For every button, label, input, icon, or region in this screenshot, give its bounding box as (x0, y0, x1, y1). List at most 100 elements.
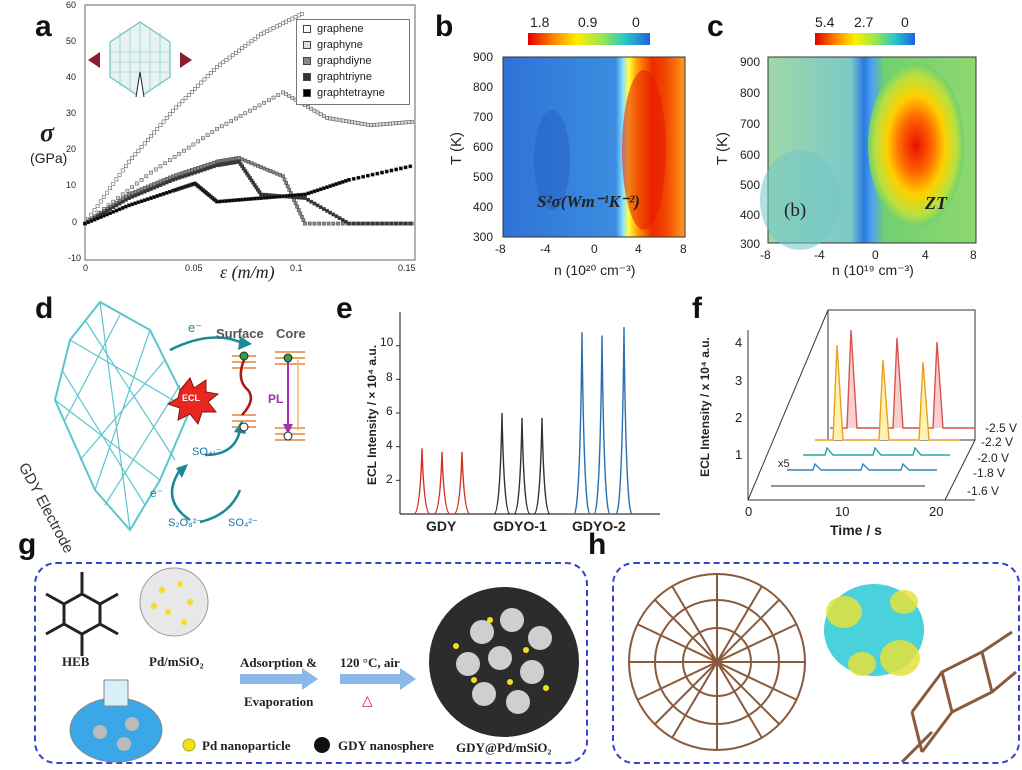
scatter-point-graphdiyne (278, 173, 282, 177)
scatter-point-graphene (290, 16, 295, 21)
scatter-point-graphtetrayne (268, 195, 273, 200)
panel-a-xtick: 0.1 (290, 263, 303, 273)
scatter-point-graphtriyne (325, 208, 329, 213)
scatter-point-graphtriyne (309, 199, 314, 204)
scatter-point-graphdiyne (246, 160, 251, 164)
reduction-cycle (170, 469, 242, 524)
scatter-point-graphtetrayne (334, 182, 339, 186)
panel-a-xtick: 0.05 (185, 263, 203, 273)
scatter-point-graphtetrayne (265, 195, 270, 200)
panel-a-stress-strain-chart: σ (GPa) ε (m/m) 60 50 40 30 20 10 0 -10 … (0, 0, 425, 290)
scatter-point-graphyne (158, 164, 163, 169)
scatter-point-graphyne (144, 174, 149, 179)
scatter-point-graphdiyne (293, 201, 298, 206)
scatter-point-graphene (208, 71, 213, 76)
panel-b-ytick: 600 (473, 140, 494, 154)
scatter-point-graphene (287, 18, 292, 22)
scatter-point-graphtriyne (149, 187, 153, 191)
scatter-point-graphyne (120, 192, 125, 197)
scatter-point-graphtetrayne (284, 194, 288, 198)
scatter-point-graphene (158, 123, 163, 128)
scatter-point-graphene (190, 90, 194, 94)
scatter-point-graphdiyne (168, 175, 172, 180)
panel-e-ytick: 8 (386, 370, 393, 384)
panel-label-f: f (692, 292, 702, 325)
scatter-point-graphyne (406, 120, 411, 124)
scatter-point-graphtriyne (331, 212, 336, 217)
scatter-point-graphtriyne (183, 173, 188, 178)
scatter-point-graphene (296, 13, 301, 18)
panel-a-x-label: ε (m/m) (220, 262, 275, 282)
scatter-point-graphene (227, 55, 232, 60)
scatter-point-graphtriyne (168, 179, 172, 184)
panel-c-xtick: 0 (872, 248, 879, 262)
scatter-point-graphdiyne (282, 177, 287, 182)
ecl-peak-GDYO-1 (493, 412, 511, 515)
scatter-point-graphdiyne (164, 176, 169, 181)
panel-h-molecular-models (612, 562, 1018, 764)
panel-f-xtick: 10 (835, 504, 850, 519)
scatter-point-graphtetrayne (218, 199, 222, 204)
scatter-point-graphene (155, 127, 160, 131)
scatter-point-graphtetrayne (98, 215, 103, 219)
scatter-point-graphdiyne (259, 165, 263, 169)
scatter-point-graphtriyne (130, 194, 134, 199)
scatter-point-graphtriyne (190, 171, 194, 176)
panel-f-voltage: -2.2 V (981, 435, 1014, 449)
panel-b-xtick: -8 (495, 242, 506, 256)
scatter-point-graphdiyne (262, 166, 266, 171)
scatter-point-graphtetrayne (86, 220, 90, 225)
panel-d-pl-label: PL (268, 392, 284, 406)
scatter-point-graphtetrayne (243, 197, 248, 202)
scatter-point-graphtetrayne (252, 196, 257, 201)
scatter-point-graphdiyne (161, 178, 166, 182)
scatter-point-graphtriyne (399, 221, 403, 226)
scatter-point-graphene (161, 119, 166, 124)
scatter-point-graphdiyne (186, 169, 191, 173)
scatter-point-graphyne (111, 199, 116, 204)
scatter-point-graphyne (281, 90, 285, 95)
panel-b-power-factor-map: 1.8 0.9 0 S²σ(Wm⁻¹K⁻²) T (K) n (10²⁰ cm⁻… (430, 0, 700, 290)
scatter-point-graphtetrayne (271, 195, 276, 199)
scatter-point-graphtetrayne (124, 204, 128, 209)
ecl-peak-GDYO-1 (513, 418, 531, 515)
scatter-point-graphene (230, 53, 235, 58)
panel-a-ytick: 0 (72, 217, 78, 227)
scatter-point-graphtetrayne (318, 187, 323, 192)
panel-d-s2o8: S₂O₈²⁻ (168, 517, 203, 529)
scatter-point-graphyne (312, 108, 317, 113)
scatter-point-graphtetrayne (83, 221, 87, 226)
scatter-point-graphyne (378, 122, 383, 127)
scatter-point-graphyne (325, 116, 329, 120)
ecl-peak-GDYO-2 (615, 327, 633, 515)
panel-e-ytick: 10 (380, 335, 394, 349)
panel-a-legend: graphene graphyne graphdiyne graphtriyne… (296, 19, 410, 105)
scatter-point-graphene (240, 46, 244, 51)
scatter-point-graphtriyne (108, 207, 112, 211)
scatter-point-graphdiyne (296, 208, 301, 212)
scatter-point-graphtriyne (384, 221, 389, 226)
panel-g-frame (34, 562, 588, 764)
panel-g-legend-gdy: GDY nanosphere (338, 738, 434, 753)
scatter-point-graphtetrayne (130, 202, 134, 207)
scatter-point-graphtetrayne (230, 198, 235, 203)
scatter-point-graphyne (267, 98, 271, 103)
scatter-point-graphtriyne (202, 167, 207, 172)
trace-m2-2V (815, 344, 960, 441)
heb-molecule (45, 572, 119, 656)
scatter-point-graphdiyne (127, 192, 131, 197)
scatter-point-graphene (146, 137, 150, 142)
panel-b-xtick: -4 (540, 242, 551, 256)
electron-arrow-top (169, 336, 241, 352)
panel-label-g: g (18, 528, 37, 561)
panel-d-ecl-label: ECL (182, 393, 200, 403)
scatter-point-graphtriyne (403, 221, 408, 226)
scatter-point-graphyne (394, 121, 398, 125)
scatter-point-graphdiyne (336, 221, 340, 226)
scatter-point-graphdiyne (252, 162, 257, 167)
scatter-point-graphtriyne (312, 201, 317, 206)
scatter-point-graphene (120, 168, 125, 173)
panel-e-tick-marks (396, 345, 400, 481)
scatter-point-graphdiyne (243, 158, 248, 163)
panel-b-ytick: 900 (473, 50, 494, 64)
